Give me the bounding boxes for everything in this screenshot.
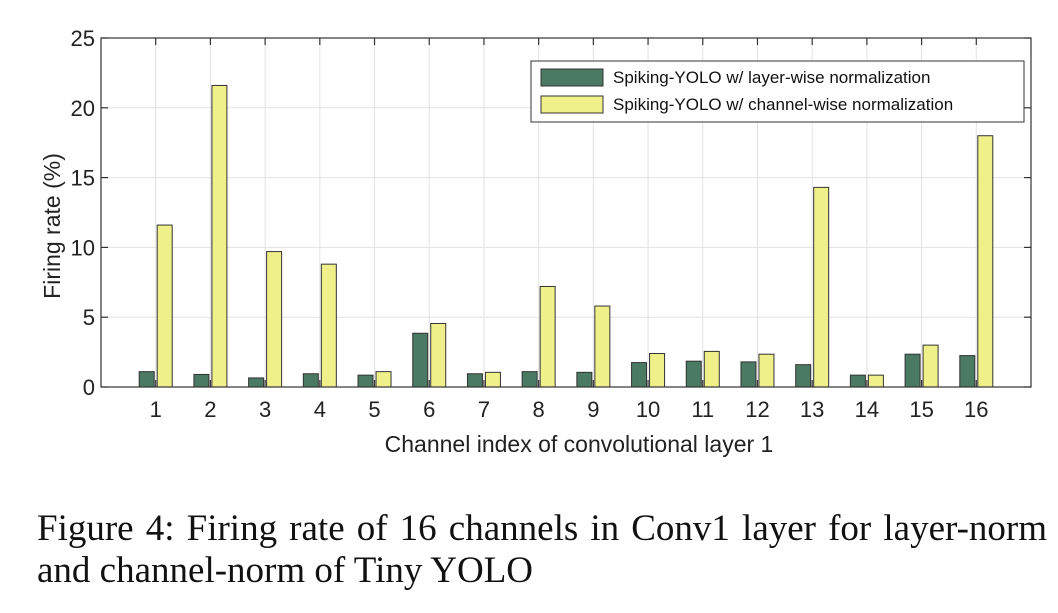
- y-tick-label: 15: [71, 166, 95, 191]
- legend-label-channel-wise: Spiking-YOLO w/ channel-wise normalizati…: [613, 95, 953, 114]
- x-tick-label: 6: [423, 397, 435, 422]
- legend-swatch-layer-wise: [540, 68, 604, 87]
- bar-channel-wise-4: [320, 263, 337, 388]
- bar-layer-wise-11: [685, 360, 702, 388]
- y-tick-label: 5: [83, 305, 95, 330]
- y-tick-label: 25: [71, 26, 95, 51]
- bar-channel-wise-10: [649, 352, 666, 388]
- bar-channel-wise-8: [539, 285, 556, 388]
- y-tick-label: 20: [71, 96, 95, 121]
- legend: Spiking-YOLO w/ layer-wise normalization…: [530, 60, 1025, 123]
- bar-layer-wise-10: [631, 362, 648, 388]
- x-tick-label: 16: [964, 397, 988, 422]
- bars: [138, 84, 994, 388]
- bar-layer-wise-6: [412, 332, 429, 388]
- bar-layer-wise-5: [357, 374, 374, 388]
- x-tick-label: 12: [745, 397, 769, 422]
- y-tick-label: 10: [71, 235, 95, 260]
- bar-layer-wise-4: [302, 373, 319, 388]
- plot-frame: [100, 37, 1032, 388]
- y-axis-label: Firing rate (%): [39, 153, 65, 299]
- bar-channel-wise-2: [211, 84, 228, 388]
- x-tick-label: 15: [909, 397, 933, 422]
- bar-channel-wise-13: [813, 186, 830, 388]
- x-axis-label: Channel index of convolutional layer 1: [385, 431, 774, 457]
- bar-channel-wise-7: [484, 371, 501, 388]
- bar-channel-wise-5: [375, 371, 392, 388]
- x-tick-label: 2: [204, 397, 216, 422]
- x-tick-label: 14: [855, 397, 879, 422]
- bar-channel-wise-16: [977, 135, 994, 388]
- bar-channel-wise-15: [922, 344, 939, 388]
- bar-channel-wise-1: [156, 224, 173, 388]
- x-tick-label: 7: [478, 397, 490, 422]
- bar-layer-wise-7: [466, 373, 483, 388]
- x-tick-label: 1: [150, 397, 162, 422]
- x-tick-label: 9: [587, 397, 599, 422]
- bar-layer-wise-9: [576, 371, 593, 388]
- bar-layer-wise-14: [849, 374, 866, 388]
- y-tick-label: 0: [83, 375, 95, 400]
- x-tick-label: 10: [636, 397, 660, 422]
- legend-box: [530, 60, 1025, 123]
- x-tick-label: 11: [691, 397, 714, 422]
- x-tick-label: 5: [368, 397, 380, 422]
- legend-label-layer-wise: Spiking-YOLO w/ layer-wise normalization: [613, 68, 930, 87]
- bar-layer-wise-13: [795, 364, 812, 388]
- bar-channel-wise-12: [758, 353, 775, 388]
- x-tick-label: 8: [533, 397, 545, 422]
- x-tick-label: 4: [314, 397, 326, 422]
- x-tick-label: 3: [259, 397, 271, 422]
- bar-layer-wise-1: [138, 371, 155, 388]
- bar-layer-wise-2: [193, 373, 210, 388]
- legend-swatch-channel-wise: [540, 95, 604, 114]
- bar-layer-wise-12: [740, 361, 757, 388]
- bar-layer-wise-3: [248, 377, 265, 388]
- x-tick-label: 13: [800, 397, 824, 422]
- bar-layer-wise-15: [904, 353, 921, 388]
- bar-layer-wise-8: [521, 371, 538, 388]
- bar-channel-wise-3: [266, 251, 283, 388]
- bar-channel-wise-11: [703, 350, 720, 388]
- bar-channel-wise-14: [867, 374, 884, 388]
- bar-channel-wise-6: [430, 322, 447, 388]
- figure-caption: Figure 4: Firing rate of 16 channels in …: [37, 508, 1047, 591]
- bar-layer-wise-16: [959, 355, 976, 388]
- bar-channel-wise-9: [594, 305, 611, 388]
